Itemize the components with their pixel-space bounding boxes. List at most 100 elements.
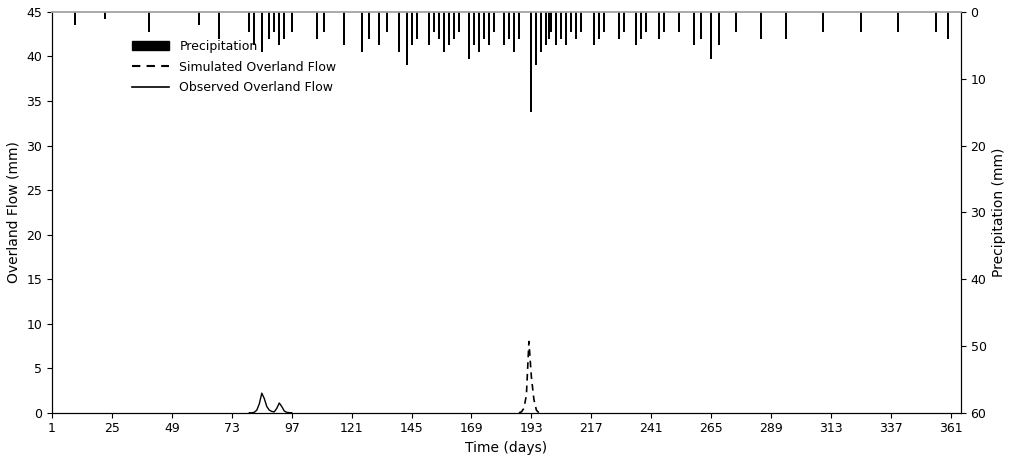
Bar bbox=[935, 12, 937, 32]
Simulated Overland Flow bbox=[526, 374, 538, 380]
Legend: Precipitation, Simulated Overland Flow, Observed Overland Flow: Precipitation, Simulated Overland Flow, … bbox=[122, 30, 346, 104]
Bar bbox=[438, 12, 440, 39]
Bar bbox=[513, 12, 515, 52]
Bar bbox=[103, 12, 105, 18]
Bar bbox=[291, 12, 293, 32]
Bar bbox=[448, 12, 450, 45]
Bar bbox=[279, 12, 281, 45]
Bar bbox=[74, 12, 76, 25]
Observed Overland Flow bbox=[270, 406, 283, 411]
Bar bbox=[361, 12, 363, 52]
Observed Overland Flow bbox=[248, 409, 260, 415]
Bar bbox=[580, 12, 582, 32]
Line: Simulated Overland Flow: Simulated Overland Flow bbox=[519, 341, 539, 413]
Bar bbox=[316, 12, 318, 39]
Bar bbox=[458, 12, 460, 32]
Bar bbox=[550, 12, 552, 32]
Bar bbox=[657, 12, 659, 39]
Bar bbox=[219, 12, 221, 39]
Bar bbox=[693, 12, 695, 45]
Bar bbox=[405, 12, 407, 66]
Bar bbox=[483, 12, 485, 39]
Bar bbox=[478, 12, 480, 52]
Bar bbox=[284, 12, 286, 39]
Bar bbox=[473, 12, 475, 45]
Bar bbox=[640, 12, 642, 39]
Bar bbox=[378, 12, 380, 45]
Bar bbox=[823, 12, 825, 32]
Bar bbox=[785, 12, 787, 39]
Bar bbox=[443, 12, 445, 52]
X-axis label: Time (days): Time (days) bbox=[465, 441, 547, 455]
Bar bbox=[248, 12, 250, 32]
Bar bbox=[710, 12, 712, 59]
Observed Overland Flow bbox=[279, 408, 291, 414]
Bar bbox=[760, 12, 762, 39]
Simulated Overland Flow bbox=[533, 410, 545, 415]
Observed Overland Flow bbox=[286, 410, 298, 415]
Bar bbox=[253, 12, 255, 45]
Bar bbox=[536, 12, 537, 66]
Bar bbox=[735, 12, 737, 32]
Observed Overland Flow bbox=[255, 390, 267, 396]
Bar bbox=[468, 12, 470, 59]
Bar bbox=[618, 12, 620, 39]
Bar bbox=[540, 12, 542, 52]
Observed Overland Flow bbox=[253, 401, 265, 407]
Bar bbox=[493, 12, 495, 32]
Bar bbox=[323, 12, 325, 32]
Observed Overland Flow bbox=[246, 410, 258, 415]
Bar bbox=[570, 12, 572, 32]
Bar bbox=[593, 12, 595, 45]
Bar bbox=[575, 12, 577, 39]
Observed Overland Flow bbox=[281, 409, 293, 415]
Bar bbox=[635, 12, 637, 45]
Bar bbox=[545, 12, 547, 45]
Bar bbox=[488, 12, 490, 45]
Observed Overland Flow bbox=[258, 396, 270, 401]
Bar bbox=[433, 12, 435, 32]
Bar bbox=[428, 12, 431, 45]
Bar bbox=[410, 12, 412, 45]
Bar bbox=[453, 12, 455, 39]
Line: Observed Overland Flow: Observed Overland Flow bbox=[249, 393, 292, 413]
Simulated Overland Flow bbox=[516, 409, 528, 415]
Observed Overland Flow bbox=[276, 404, 288, 409]
Bar bbox=[947, 12, 949, 39]
Bar bbox=[343, 12, 345, 45]
Bar bbox=[386, 12, 388, 32]
Observed Overland Flow bbox=[265, 409, 278, 414]
Observed Overland Flow bbox=[263, 407, 276, 413]
Bar bbox=[678, 12, 680, 32]
Bar bbox=[700, 12, 702, 39]
Bar bbox=[555, 12, 557, 45]
Bar bbox=[623, 12, 625, 32]
Simulated Overland Flow bbox=[518, 406, 530, 411]
Bar bbox=[502, 12, 504, 45]
Bar bbox=[368, 12, 370, 39]
Bar bbox=[548, 12, 550, 39]
Bar bbox=[645, 12, 647, 32]
Bar bbox=[268, 12, 270, 39]
Bar bbox=[199, 12, 201, 25]
Observed Overland Flow bbox=[243, 410, 255, 415]
Bar bbox=[860, 12, 862, 32]
Bar bbox=[663, 12, 665, 32]
Simulated Overland Flow bbox=[513, 410, 525, 415]
Bar bbox=[717, 12, 719, 45]
Bar bbox=[149, 12, 151, 32]
Bar bbox=[398, 12, 400, 52]
Bar bbox=[598, 12, 600, 39]
Observed Overland Flow bbox=[284, 410, 296, 415]
Bar bbox=[531, 12, 533, 112]
Y-axis label: Precipitation (mm): Precipitation (mm) bbox=[992, 148, 1006, 277]
Bar bbox=[898, 12, 900, 32]
Simulated Overland Flow bbox=[528, 397, 540, 402]
Observed Overland Flow bbox=[251, 407, 263, 413]
Bar bbox=[560, 12, 562, 39]
Simulated Overland Flow bbox=[531, 407, 543, 413]
Simulated Overland Flow bbox=[523, 339, 535, 344]
Bar bbox=[508, 12, 510, 39]
Simulated Overland Flow bbox=[521, 392, 533, 398]
Bar bbox=[260, 12, 262, 52]
